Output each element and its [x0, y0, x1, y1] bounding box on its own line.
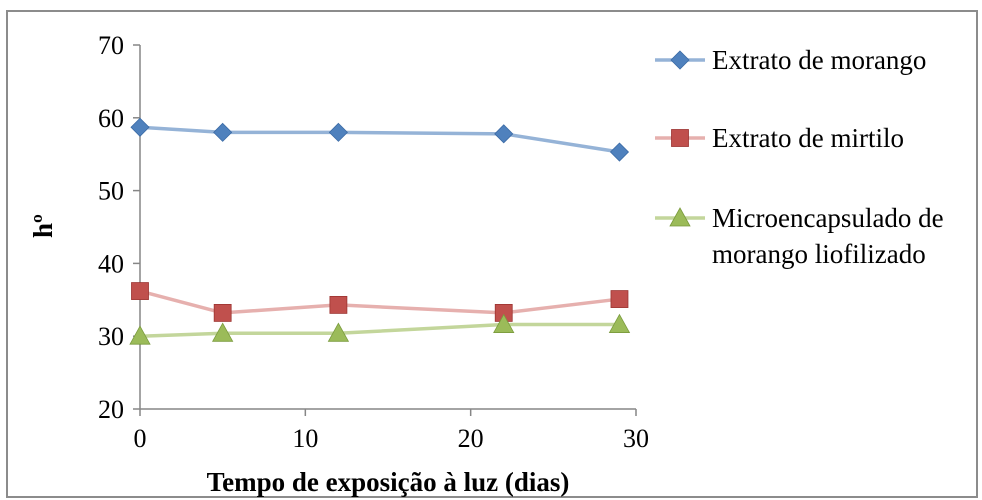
data-point [329, 295, 348, 314]
x-axis-title: Tempo de exposição à luz (dias) [207, 467, 570, 497]
legend-marker [669, 207, 691, 227]
x-tick-label: 20 [458, 424, 484, 453]
legend-label: Extrato de morango [712, 45, 926, 75]
y-tick-label: 20 [98, 395, 124, 424]
data-point [609, 142, 630, 162]
data-point [493, 313, 515, 333]
data-point [129, 325, 151, 345]
y-tick-label: 50 [98, 177, 124, 206]
x-tick-label: 10 [292, 424, 318, 453]
x-tick-label: 0 [134, 424, 147, 453]
y-axis-title: hº [28, 214, 58, 238]
data-point [213, 304, 232, 322]
legend-label: morango liofilizado [712, 239, 926, 269]
y-tick-label: 60 [98, 104, 124, 133]
series-1 [130, 117, 630, 162]
data-point [494, 124, 514, 144]
legend-marker [671, 129, 689, 147]
legend-entry-3: Microencapsulado de morango liofilizado [655, 203, 944, 269]
series-3 [129, 313, 631, 345]
data-point [211, 322, 234, 342]
series-2 [131, 282, 629, 322]
data-point [213, 122, 233, 142]
legend-label: Microencapsulado de [712, 203, 944, 233]
axes: 20 30 40 50 60 70 0 10 20 30 [98, 31, 649, 453]
legend-entry-2: Extrato de mirtilo [655, 123, 904, 153]
data-point [131, 282, 149, 300]
legend-marker [670, 50, 690, 70]
series-line [139, 289, 620, 315]
series-layer [129, 117, 631, 345]
data-point [328, 122, 348, 142]
series-line [139, 322, 620, 338]
legend-label: Extrato de mirtilo [712, 123, 904, 153]
y-tick-label: 30 [98, 322, 124, 351]
y-tick-label: 70 [98, 31, 124, 60]
data-point [610, 290, 629, 308]
x-tick-label: 30 [623, 424, 649, 453]
legend-entry-1: Extrato de morango [655, 45, 926, 75]
data-point [327, 322, 350, 342]
chart-frame [6, 10, 978, 498]
series-line [139, 125, 620, 154]
data-point [608, 313, 631, 333]
legend: Extrato de morango Extrato de mirtilo Micr… [655, 45, 944, 269]
data-point [130, 117, 150, 137]
y-tick-label: 40 [98, 249, 124, 278]
